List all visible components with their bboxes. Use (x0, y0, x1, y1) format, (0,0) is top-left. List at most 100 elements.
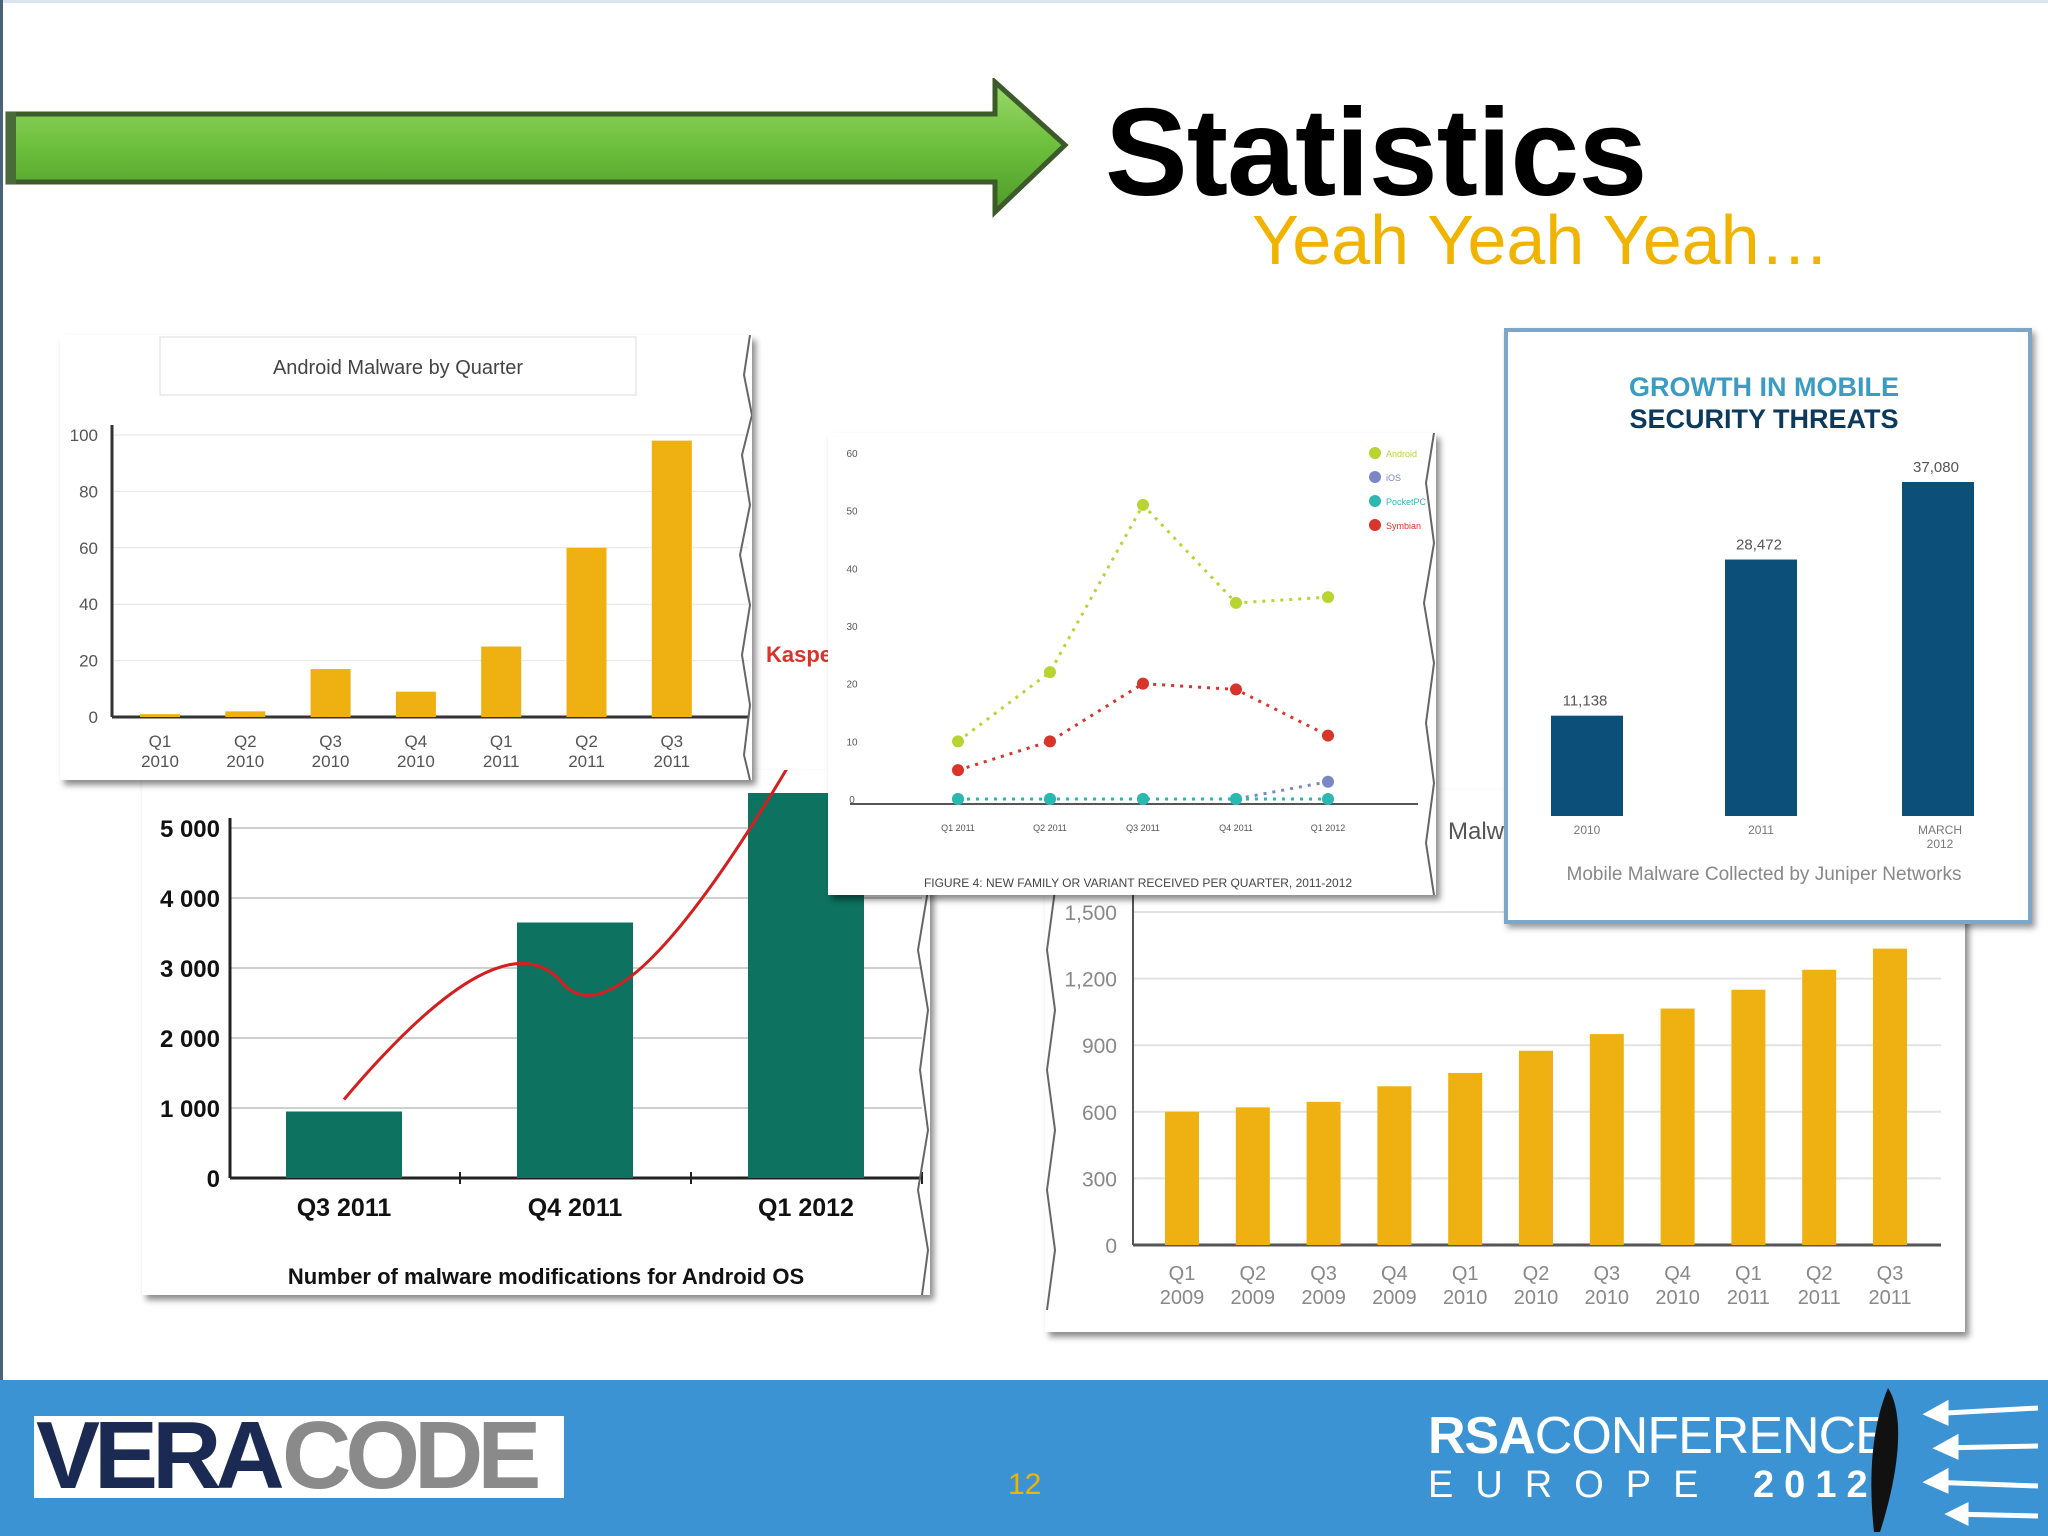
y-tick-label: 4 000 (160, 886, 220, 913)
y-tick-label: 10 (846, 737, 858, 748)
x-tick-label: 2011 (1868, 1287, 1911, 1309)
data-point (1137, 677, 1149, 690)
legend-label: Symbian (1386, 521, 1421, 531)
bar (1165, 1111, 1199, 1245)
left-border (0, 0, 3, 1380)
data-point (1044, 735, 1056, 748)
y-tick-label: 30 (846, 622, 858, 633)
x-tick-label: Q3 (1310, 1263, 1337, 1285)
x-tick-label: Q4 (1664, 1263, 1691, 1285)
x-tick-label: Q4 (1381, 1263, 1408, 1285)
legend-marker (1369, 519, 1381, 531)
data-point (1137, 498, 1149, 511)
x-tick-label: Q2 (575, 732, 598, 751)
quarterly-gold-chart: 03006009001,2001,500Q12009Q22009Q32009Q4… (1045, 829, 1941, 1311)
x-tick-label: Q1 2012 (758, 1194, 854, 1222)
bar (395, 691, 436, 717)
android-modifications-chart: 0 1 000 2 000 3 000 4 000 5 000 Q3 2011 Q4 2011… (160, 742, 930, 1296)
x-tick-label: 2011 (483, 752, 520, 771)
data-point (1322, 775, 1334, 788)
android-malware-by-quarter-card: Android Malware by Quarter 0 20 40 60 80 100 Q1… (60, 334, 754, 781)
android-malware-by-quarter-chart: Android Malware by Quarter 0 20 40 60 80 100 Q1… (70, 334, 754, 781)
value-label: 28,472 (1736, 537, 1782, 554)
rsa-logo-bold: RSA (1428, 1407, 1536, 1465)
chart-caption: Number of malware modifications for Andr… (288, 1264, 804, 1289)
legend-label: iOS (1386, 473, 1401, 483)
juniper-growth-chart-card: GROWTH IN MOBILE SECURITY THREATS 11,138 20… (1504, 328, 2032, 924)
android-modifications-chart-card: 0 1 000 2 000 3 000 4 000 5 000 Q3 2011 Q4 2011… (142, 742, 930, 1296)
x-tick-label: Q1 2012 (1311, 823, 1346, 833)
x-tick-label: Q1 (149, 732, 172, 751)
bar (225, 711, 266, 717)
x-tick-label: 2011 (654, 752, 691, 771)
y-tick-label: 300 (1082, 1168, 1117, 1191)
torn-edge (738, 334, 754, 781)
x-tick-label: Q4 2011 (528, 1194, 623, 1222)
x-tick-label: Q2 (234, 732, 257, 751)
x-tick-label: Q3 (1593, 1263, 1620, 1285)
rsa-logo-year: 2012 (1753, 1464, 1878, 1506)
x-tick-label: 2010 (312, 752, 350, 771)
malware-fragment-label: Malw (1448, 818, 1505, 845)
y-tick-label: 0 (89, 708, 98, 727)
y-tick-label: 1,200 (1064, 969, 1117, 992)
x-tick-label: 2010 (1443, 1287, 1488, 1309)
bar (1519, 1050, 1553, 1245)
x-tick-label: 2012 (1927, 837, 1954, 851)
x-tick-label: Q2 (1806, 1263, 1833, 1285)
series-line (957, 502, 1329, 743)
y-tick-label: 100 (70, 426, 98, 445)
veracode-logo-background (34, 1416, 564, 1498)
x-tick-label: Q2 (1523, 1263, 1550, 1285)
x-tick-label: Q2 2011 (1033, 823, 1067, 833)
chart-title-line1: GROWTH IN MOBILE (1629, 372, 1899, 402)
x-tick-label: Q3 (1877, 1263, 1904, 1285)
y-tick-label: 40 (846, 564, 858, 575)
new-family-variant-chart: 0 10 20 30 40 50 60 Q1 2011 Q2 2011 Q3 2011 Q4 201… (846, 432, 1436, 896)
bar (1660, 1008, 1695, 1245)
x-tick-label: 2009 (1301, 1287, 1346, 1309)
y-tick-label: 50 (846, 507, 858, 518)
data-point (1230, 793, 1242, 805)
y-tick-label: 1 000 (160, 1096, 220, 1123)
bar (1725, 559, 1797, 816)
bar (1873, 948, 1907, 1245)
rsa-logo-europe: EUROPE (1428, 1464, 1721, 1506)
data-point (1044, 666, 1056, 679)
bar (1377, 1086, 1412, 1245)
bar (310, 669, 351, 717)
bar (1731, 989, 1766, 1245)
data-point (952, 735, 964, 748)
new-family-variant-chart-card: 0 10 20 30 40 50 60 Q1 2011 Q2 2011 Q3 2011 Q4 201… (828, 432, 1436, 896)
legend-label: PocketPC (1386, 497, 1427, 507)
veracode-logo-code: CODE (282, 1402, 541, 1509)
rsa-conference-europe: EUROPE 2012 (1428, 1466, 1878, 1504)
y-tick-label: 1,500 (1064, 902, 1117, 925)
bar (566, 547, 607, 717)
data-point (952, 764, 964, 777)
x-tick-label: 2009 (1231, 1287, 1276, 1309)
x-tick-label: 2010 (141, 752, 179, 771)
torn-edge (1045, 829, 1057, 1311)
veracode-logo-vera: VERA (36, 1402, 285, 1509)
y-tick-label: 600 (1082, 1102, 1117, 1125)
bar (1306, 1101, 1341, 1245)
x-tick-label: 2009 (1372, 1287, 1417, 1309)
page-number: 12 (1008, 1468, 1042, 1501)
x-tick-label: Q1 (1735, 1263, 1762, 1285)
rsa-conference-logo: RSACONFERENCE (1428, 1407, 1890, 1465)
chart-title: Android Malware by Quarter (273, 357, 523, 379)
bar (651, 440, 692, 717)
x-tick-label: MARCH (1918, 823, 1962, 837)
x-tick-label: 2011 (1748, 823, 1774, 837)
x-tick-label: Q3 (660, 732, 683, 751)
data-point (1322, 793, 1334, 805)
y-tick-label: 900 (1082, 1035, 1117, 1058)
x-tick-label: Q4 (405, 732, 428, 751)
y-tick-label: 2 000 (160, 1026, 220, 1053)
bar (1802, 969, 1837, 1245)
x-tick-label: Q1 2011 (941, 823, 975, 833)
bar (1589, 1034, 1624, 1245)
data-point (1322, 591, 1334, 604)
y-tick-label: 60 (79, 539, 98, 558)
